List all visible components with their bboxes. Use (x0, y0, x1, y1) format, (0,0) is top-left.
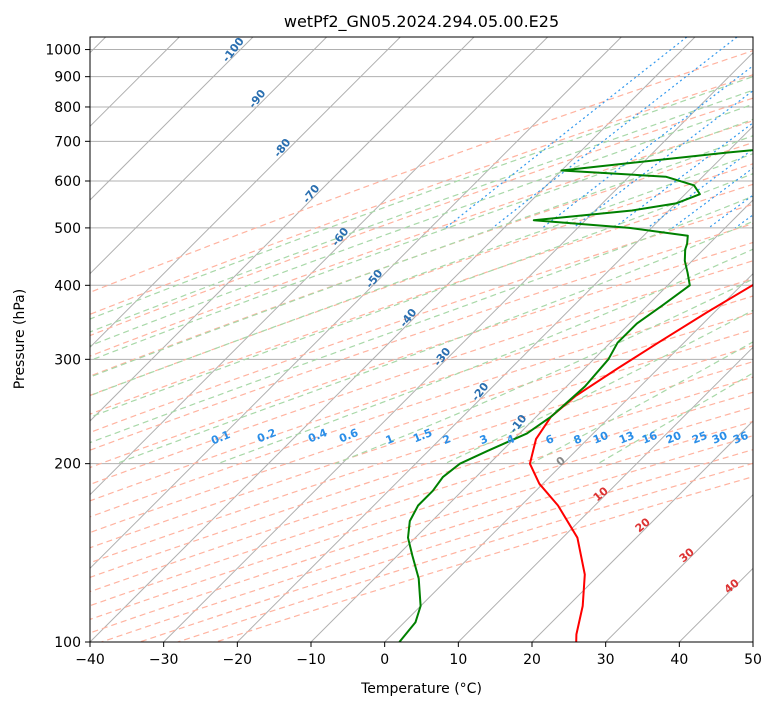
chart-title: wetPf2_GN05.2024.294.05.00.E25 (284, 12, 559, 32)
isotherm-line (457, 346, 753, 642)
isotherm-line (310, 199, 753, 642)
dry-adiabat-line (90, 222, 753, 451)
dry-adiabat-line (90, 328, 753, 549)
dry-adiabat-line (90, 120, 753, 357)
y-tick-label: 900 (54, 70, 81, 86)
x-tick-label: 30 (597, 652, 615, 668)
mixing-ratio-label: 3 (478, 432, 490, 447)
y-tick-label: 500 (54, 221, 81, 237)
isotherm-line (90, 37, 475, 422)
dry-adiabat-line (90, 360, 753, 578)
dry-adiabat-line (90, 391, 753, 607)
moist-adiabat-line (90, 152, 753, 397)
plot-frame (89, 36, 754, 643)
moist-adiabat-line (217, 248, 753, 465)
mixing-ratio-label: 30 (710, 429, 729, 447)
moist-adiabat-line (115, 220, 753, 465)
y-tick-label: 700 (54, 134, 81, 150)
mixing-ratio-label: 10 (591, 429, 610, 447)
x-tick-label: 20 (523, 652, 541, 668)
y-tick-label: 800 (54, 100, 81, 116)
x-tick-label: 0 (380, 652, 389, 668)
mixing-ratio-label: 13 (617, 429, 636, 447)
x-tick-label: 40 (670, 652, 688, 668)
mixing-ratio-label: 2 (441, 432, 453, 447)
isotherm-line (531, 420, 753, 642)
mixing-ratio-label: 20 (664, 429, 683, 447)
isotherm-line (90, 37, 549, 496)
y-tick-label: 200 (54, 457, 81, 473)
y-tick-label: 1000 (45, 43, 81, 59)
isotherm-line (90, 37, 622, 570)
moist-adiabat-line (90, 89, 753, 333)
moist-adiabat-line (90, 195, 753, 444)
plot-area: -100-90-80-70-60-50-40-30-20-100.1 0.2 0.4… (90, 37, 753, 642)
isotherm-line (90, 37, 254, 201)
dewpoint-profile-line (398, 149, 753, 642)
mixing-ratio-label: 25 (690, 429, 709, 447)
x-tick-label: 50 (744, 652, 762, 668)
y-axis-title: Pressure (hPa) (12, 289, 28, 389)
isotherm-line (605, 493, 753, 642)
isotherm-line (384, 272, 753, 642)
axes: −40 −30 −20 −10 0 10 20 30 40 50 100 200 300 400 500 60… (45, 43, 762, 668)
x-tick-label: 10 (449, 652, 467, 668)
isotherm-line (90, 37, 696, 642)
isotherm-line (90, 37, 328, 275)
y-tick-label: 600 (54, 174, 81, 190)
mixing-ratio-label: 16 (640, 429, 659, 447)
dry-adiabat-line (90, 74, 753, 315)
moist-adiabat-line (90, 118, 753, 362)
x-tick-label: −10 (296, 652, 326, 668)
moist-adiabat-line (90, 103, 753, 347)
x-tick-label: −20 (223, 652, 253, 668)
temperature-profile-line (528, 283, 753, 642)
x-tick-label: −40 (75, 652, 105, 668)
x-axis-title: Temperature (°C) (360, 681, 482, 697)
dry-adiabat-line (90, 278, 753, 502)
mixing-ratio-label: 1 (384, 432, 396, 447)
dry-adiabat-line (90, 49, 753, 293)
y-tick-label: 100 (54, 635, 81, 651)
dry-adiabat-line (90, 141, 753, 377)
isotherm-line (90, 37, 401, 349)
y-tick-label: 300 (54, 352, 81, 368)
mixing-ratio-label: 36 (731, 429, 750, 447)
y-tick-label: 400 (54, 278, 81, 294)
dry-adiabat-line (90, 183, 753, 415)
dry-adiabat-line (90, 260, 753, 486)
dry-adiabat-line (90, 312, 753, 534)
isotherm-line (236, 125, 753, 642)
dry-adiabat-line (90, 97, 753, 337)
x-tick-label: −30 (149, 652, 179, 668)
isotherm-line (163, 51, 753, 642)
dry-adiabat-line (90, 163, 753, 397)
moist-adiabat-line (334, 278, 753, 465)
mixing-ratio-line (492, 37, 738, 229)
mixing-ratio-line (613, 122, 753, 229)
mixing-ratio-label: 8 (572, 432, 584, 447)
mixing-ratio-line (445, 37, 688, 229)
